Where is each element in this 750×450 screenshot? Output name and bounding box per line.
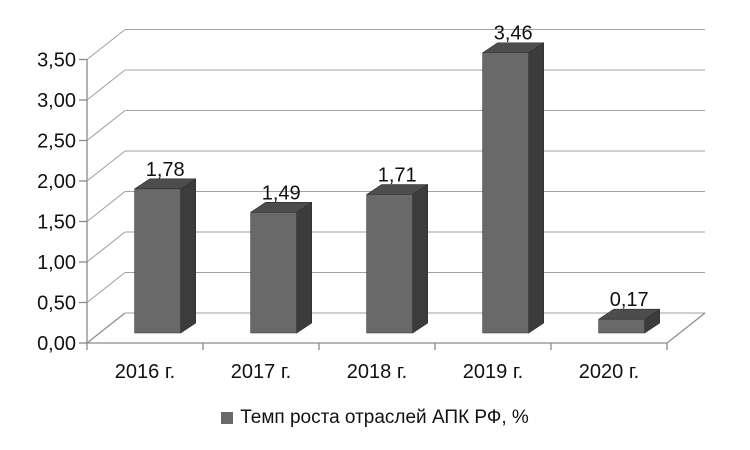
y-tick-label: 2,00 — [37, 171, 76, 193]
y-tick-label: 3,50 — [37, 50, 76, 72]
value-label: 1,78 — [146, 159, 185, 181]
y-tick-label: 1,50 — [37, 212, 76, 234]
x-tick-label: 2016 г. — [115, 361, 175, 383]
bar-side-2016 г. — [180, 178, 196, 334]
y-tick-label: 2,50 — [37, 131, 76, 153]
y-tick-label: 0,00 — [37, 333, 76, 355]
y-tick-label: 0,50 — [37, 293, 76, 315]
x-tick-label: 2020 г. — [579, 361, 639, 383]
bar-front-2017 г. — [250, 212, 298, 334]
gridline-slant — [86, 231, 126, 263]
value-label: 1,71 — [378, 164, 417, 186]
legend-label: Темп роста отраслей АПК РФ, % — [240, 407, 529, 428]
gridline-slant — [86, 272, 126, 303]
floor-right-edge — [666, 312, 706, 344]
gridline-slant — [86, 69, 126, 101]
value-label: 3,46 — [494, 23, 533, 45]
bar-front-2020 г. — [598, 318, 646, 334]
gridline-slant — [86, 150, 126, 182]
bar-side-2019 г. — [528, 42, 545, 334]
y-tick-label: 3,00 — [37, 90, 76, 112]
gridline-slant — [86, 110, 126, 141]
legend-marker-icon — [221, 412, 234, 424]
floor-left-edge — [86, 312, 126, 344]
x-tick-label: 2017 г. — [231, 361, 291, 383]
gridline-slant — [86, 29, 126, 60]
gridline-slant — [86, 191, 126, 222]
bar-side-2018 г. — [412, 184, 429, 334]
value-label: 0,17 — [610, 289, 649, 311]
bar-front-2019 г. — [482, 52, 530, 334]
x-tick-label: 2019 г. — [463, 361, 523, 383]
bar-side-2017 г. — [296, 202, 313, 334]
bar-front-2016 г. — [134, 188, 181, 334]
bar-front-2018 г. — [366, 194, 414, 334]
legend: Темп роста отраслей АПК РФ, % — [0, 407, 750, 429]
y-tick-label: 1,00 — [37, 252, 76, 274]
value-label: 1,49 — [262, 182, 301, 204]
x-tick-label: 2018 г. — [347, 361, 407, 383]
